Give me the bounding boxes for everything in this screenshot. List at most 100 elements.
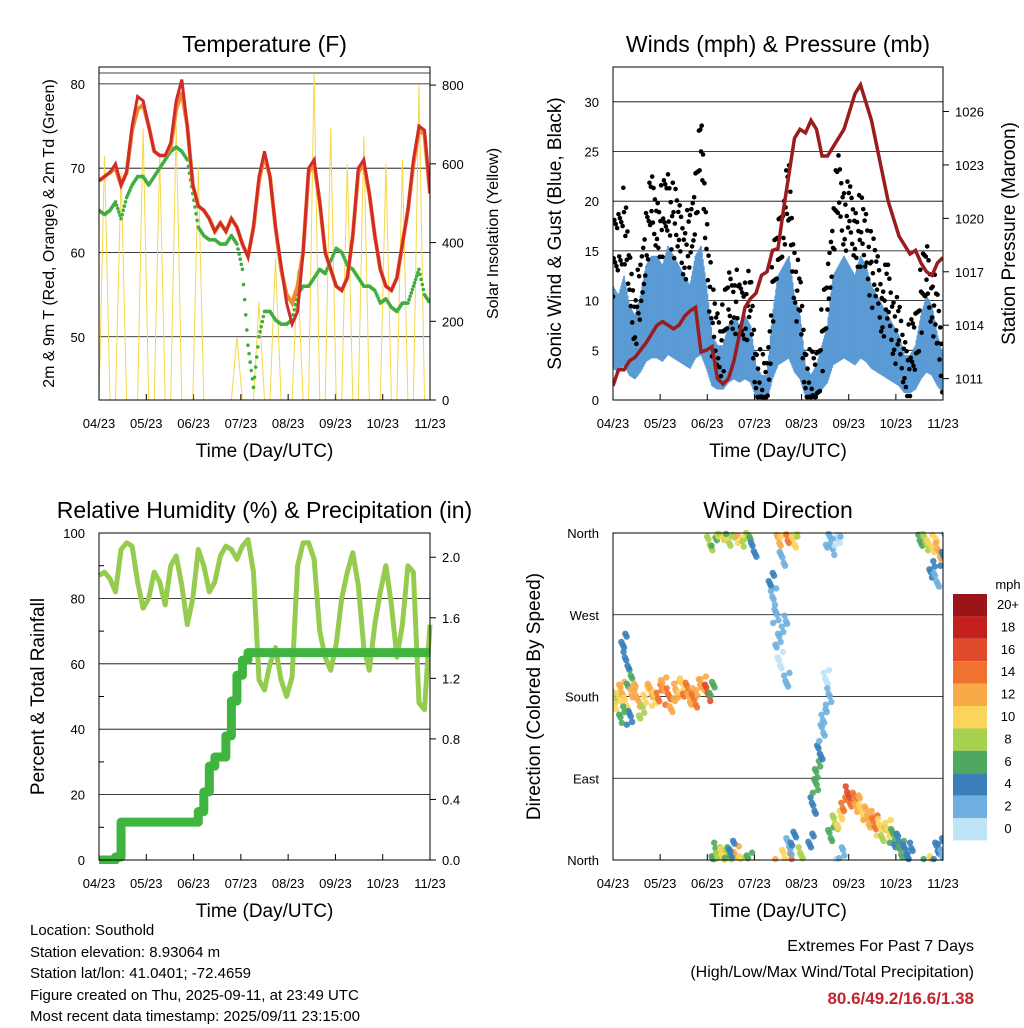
y-right-tick-label: 1017 <box>955 265 984 280</box>
gust-point <box>830 228 835 234</box>
y-axis-label: Direction (Colored By Speed) <box>524 573 545 820</box>
direction-point <box>641 709 648 717</box>
direction-point <box>623 680 631 687</box>
x-axis-label: Time (Day/UTC) <box>196 901 334 922</box>
gust-point <box>767 329 773 334</box>
gust-point <box>716 320 722 325</box>
gust-point <box>891 347 897 353</box>
gust-point <box>621 209 627 215</box>
gust-point <box>880 325 885 330</box>
direction-point <box>717 845 724 853</box>
x-tick-label: 06/23 <box>177 416 210 431</box>
series-rh <box>97 537 433 713</box>
direction-point <box>831 542 838 549</box>
gust-point <box>907 393 913 399</box>
extremes-title: Extremes For Past 7 Days <box>787 938 974 955</box>
direction-point <box>938 835 943 842</box>
gust-point <box>842 236 847 242</box>
direction-point <box>632 692 640 699</box>
gust-point <box>885 316 890 321</box>
x-tick-label: 06/23 <box>177 876 210 891</box>
direction-point <box>621 708 628 716</box>
gust-point <box>740 332 746 338</box>
gust-point <box>869 305 875 311</box>
dewpoint-point <box>113 200 118 204</box>
y-tick-label: 80 <box>71 77 85 92</box>
gust-point <box>891 300 896 305</box>
gust-point <box>639 254 645 259</box>
direction-point <box>937 562 943 569</box>
plot-frame <box>612 532 944 861</box>
y-right-tick-label: 0.0 <box>442 853 460 868</box>
gust-point <box>699 123 704 128</box>
gust-point <box>829 274 834 280</box>
gust-point <box>849 241 855 247</box>
gust-point <box>894 294 900 300</box>
legend-title: mph <box>995 577 1020 592</box>
gust-point <box>939 341 943 347</box>
gust-point <box>887 276 892 282</box>
gust-point <box>676 237 682 243</box>
gust-point <box>827 285 833 290</box>
gust-point <box>632 335 638 340</box>
gust-point <box>726 307 731 312</box>
gust-point <box>702 181 707 186</box>
gust-point <box>651 185 656 191</box>
dewpoint-point <box>427 299 430 304</box>
gust-point <box>792 250 797 256</box>
gust-point <box>803 352 809 358</box>
direction-point <box>615 681 623 688</box>
gust-point <box>757 380 762 385</box>
gust-point <box>897 304 902 310</box>
gust-point <box>899 365 905 371</box>
direction-point <box>674 694 682 701</box>
direction-point <box>876 821 883 828</box>
gust-point <box>911 325 917 330</box>
gust-point <box>929 315 935 320</box>
direction-point <box>788 533 796 540</box>
gust-point <box>838 181 844 186</box>
gust-point <box>874 259 879 264</box>
gust-point <box>839 228 845 233</box>
gust-point <box>733 331 738 337</box>
direction-point <box>630 680 638 687</box>
dewpoint-point <box>194 211 198 216</box>
direction-point <box>825 530 832 538</box>
gust-point <box>759 387 765 393</box>
dewpoint-point <box>413 277 418 282</box>
gust-point <box>840 194 845 200</box>
series-precip <box>99 648 430 864</box>
gust-point <box>940 389 943 395</box>
dewpoint-point <box>254 355 259 359</box>
gust-point <box>889 337 894 343</box>
gust-point <box>676 209 681 215</box>
gust-point <box>727 313 733 319</box>
y-right-tick-label: 1011 <box>955 372 983 387</box>
gust-point <box>926 258 931 263</box>
dewpoint-point <box>291 313 295 317</box>
gust-point <box>744 337 750 343</box>
gust-point <box>634 341 639 347</box>
gust-point <box>828 239 834 245</box>
y-right-tick-label: 1023 <box>955 158 984 173</box>
dewpoint-point <box>253 365 258 369</box>
legend-swatch <box>953 750 987 774</box>
gust-point <box>652 197 658 202</box>
direction-point <box>622 630 629 638</box>
gust-point <box>837 167 843 172</box>
direction-point <box>825 666 833 674</box>
gust-point <box>678 214 684 220</box>
dewpoint-point <box>418 272 422 277</box>
direction-point <box>628 718 636 726</box>
direction-point <box>707 697 714 705</box>
direction-point <box>644 680 651 687</box>
direction-point <box>933 577 940 585</box>
gust-point <box>690 200 696 206</box>
gust-point <box>836 153 841 158</box>
dewpoint-point <box>240 267 245 272</box>
gust-point <box>878 281 883 287</box>
gust-point <box>769 264 775 270</box>
gust-point <box>878 329 884 334</box>
direction-point <box>904 850 911 857</box>
direction-point <box>926 566 933 573</box>
